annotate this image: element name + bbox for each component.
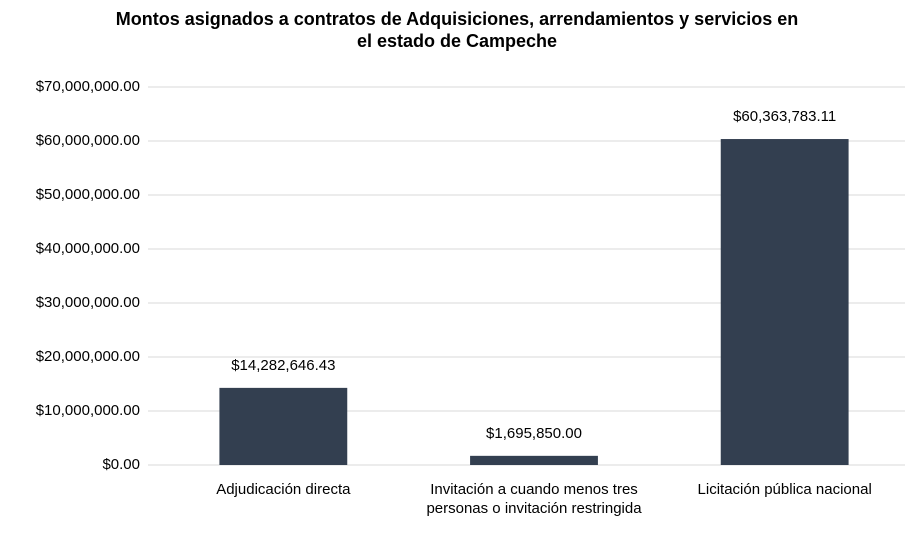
bar [219,387,348,465]
x-tick-label: Licitación pública nacional [697,481,872,498]
x-tick-label: Invitación a cuando menos tres personas … [426,481,642,517]
bar [720,139,849,465]
y-tick-label: $60,000,000.00 [36,132,140,149]
y-tick-label: $70,000,000.00 [36,78,140,95]
chart-title: Montos asignados a contratos de Adquisic… [115,9,799,51]
y-tick-label: $0.00 [102,456,140,473]
data-label: $60,363,783.11 [733,108,836,125]
y-tick-label: $10,000,000.00 [36,402,140,419]
x-tick-label: Adjudicación directa [216,481,351,498]
data-label: $1,695,850.00 [486,425,582,442]
bar [470,455,598,465]
y-tick-label: $20,000,000.00 [36,348,140,365]
y-tick-label: $40,000,000.00 [36,240,140,257]
y-tick-label: $30,000,000.00 [36,294,140,311]
data-label: $14,282,646.43 [231,357,335,374]
y-tick-label: $50,000,000.00 [36,186,140,203]
